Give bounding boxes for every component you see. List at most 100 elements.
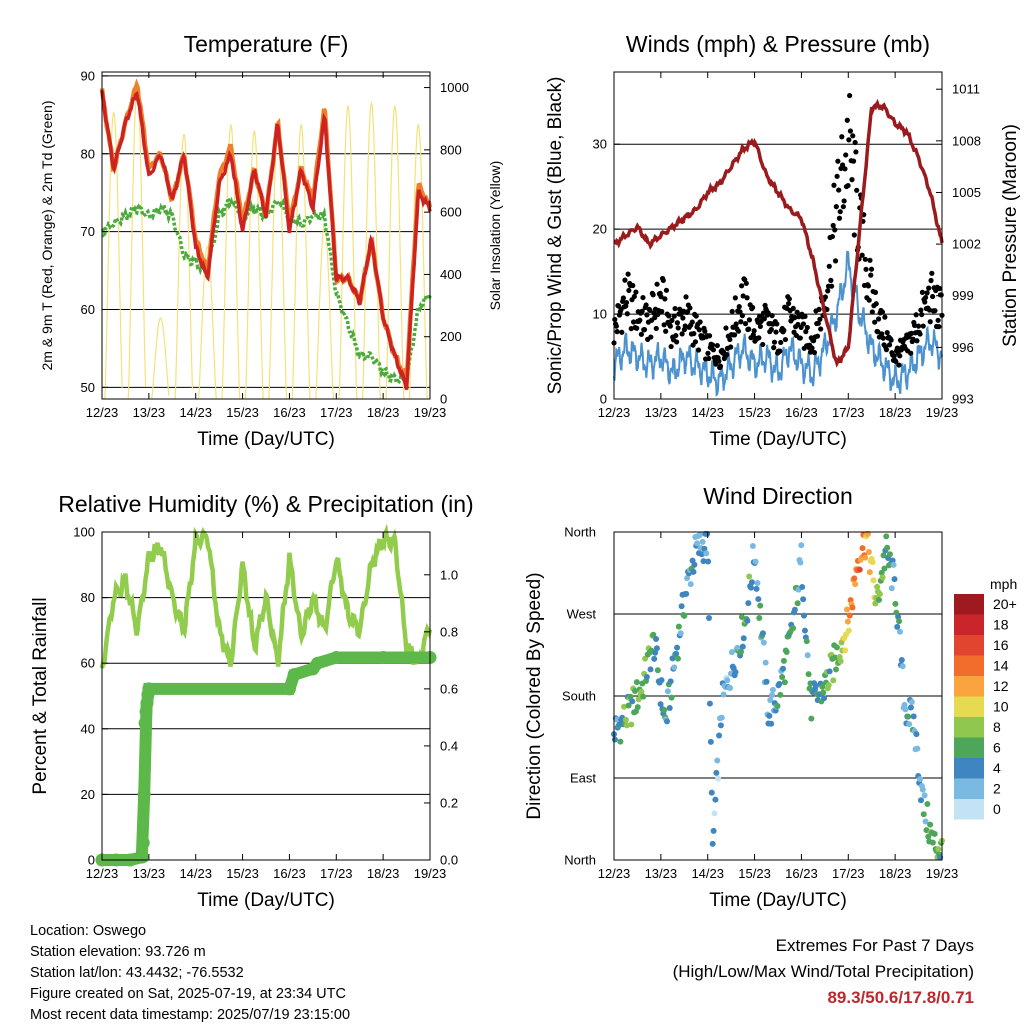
gust-point	[926, 307, 933, 313]
direction-point	[647, 666, 654, 673]
gust-point	[854, 187, 860, 193]
gust-point	[929, 270, 935, 276]
gust-point	[896, 362, 902, 368]
gust-point	[746, 326, 752, 332]
direction-point	[675, 623, 682, 630]
direction-point	[929, 839, 936, 846]
gust-point	[846, 137, 852, 143]
direction-point	[902, 706, 909, 713]
x-tick-label: 12/23	[598, 866, 631, 881]
direction-point	[691, 561, 698, 568]
y-tick-label: South	[562, 689, 596, 704]
x-tick-label: 13/23	[645, 866, 678, 881]
gust-point	[654, 281, 660, 287]
gust-point	[637, 317, 643, 323]
direction-point	[706, 700, 713, 707]
gust-point	[731, 332, 738, 338]
gust-point	[872, 319, 878, 325]
y-tick-label: 100	[73, 525, 95, 540]
direction-point	[919, 786, 926, 793]
y2-tick-label: 0	[440, 392, 447, 407]
direction-point	[739, 643, 746, 650]
direction-point	[664, 688, 671, 695]
y-axis-label: Direction (Colored By Speed)	[524, 572, 545, 819]
gust-point	[730, 324, 736, 330]
y2-tick-label: 996	[952, 340, 974, 355]
solar-curve	[197, 245, 217, 400]
gust-point	[814, 333, 821, 339]
gust-point	[733, 321, 739, 327]
x-tick-label: 19/23	[926, 866, 959, 881]
direction-point	[913, 731, 920, 738]
direction-point	[910, 713, 917, 720]
direction-point	[613, 716, 620, 723]
direction-point	[640, 693, 647, 700]
gust-point	[867, 257, 873, 263]
gust-point	[683, 294, 689, 300]
direction-point	[632, 688, 639, 695]
direction-point	[797, 559, 804, 566]
y-tick-label: 90	[81, 68, 95, 83]
gust-point	[883, 347, 890, 353]
direction-point	[844, 618, 851, 625]
gust-point	[852, 139, 858, 146]
gust-point	[633, 289, 639, 295]
y2-axis-label: Solar Insolation (Yellow)	[487, 161, 503, 311]
legend-title: mph	[990, 576, 1017, 592]
x-tick-label: 15/23	[738, 405, 771, 420]
solar-curve	[291, 123, 311, 400]
gust-point	[710, 342, 716, 348]
gust-point	[778, 339, 784, 346]
gust-point	[835, 158, 841, 164]
gust-point	[680, 315, 686, 321]
gust-point	[761, 316, 767, 322]
y2-tick-label: 0.4	[440, 738, 458, 753]
gust-point	[630, 319, 637, 325]
gust-point	[853, 149, 859, 155]
y-tick-label: North	[564, 853, 596, 868]
gust-point	[714, 342, 720, 349]
gust-point	[918, 307, 924, 313]
gust-point	[732, 295, 738, 301]
solar-curve	[244, 129, 264, 400]
gust-point	[622, 277, 628, 283]
direction-point	[755, 596, 762, 603]
direction-point	[870, 577, 877, 584]
gust-point	[833, 204, 839, 210]
direction-point	[627, 693, 634, 700]
x-tick-label: 13/23	[645, 405, 678, 420]
gust-point	[869, 309, 875, 315]
gust-point	[782, 336, 789, 343]
precip-point	[135, 850, 149, 864]
gust-point	[749, 304, 756, 311]
solar-curve	[104, 110, 123, 400]
x-axis-label: Time (Day/UTC)	[197, 429, 335, 450]
gust-point	[849, 177, 855, 183]
gust-point	[797, 335, 803, 341]
y-tick-label: 0	[88, 853, 95, 868]
gust-point	[643, 302, 649, 308]
legend-label: 18	[993, 617, 1009, 633]
direction-point	[687, 581, 694, 588]
gust-point	[868, 266, 875, 272]
gust-point	[816, 306, 822, 312]
gust-point	[693, 313, 699, 319]
gust-point	[673, 332, 679, 339]
gust-point	[880, 335, 886, 341]
gust-point	[774, 321, 780, 327]
direction-point	[830, 677, 837, 684]
chart-title: Winds (mph) & Pressure (mb)	[626, 31, 930, 57]
gust-point	[839, 134, 845, 140]
direction-point	[852, 581, 859, 588]
direction-point	[720, 691, 727, 698]
gust-point	[668, 343, 674, 350]
direction-point	[914, 745, 921, 752]
gust-point	[794, 309, 800, 315]
direction-point	[779, 673, 786, 680]
direction-point	[874, 583, 881, 590]
gust-point	[841, 198, 847, 204]
direction-point	[667, 678, 674, 685]
y2-tick-label: 1011	[952, 82, 980, 97]
direction-point	[737, 648, 744, 655]
x-tick-label: 13/23	[133, 405, 166, 420]
